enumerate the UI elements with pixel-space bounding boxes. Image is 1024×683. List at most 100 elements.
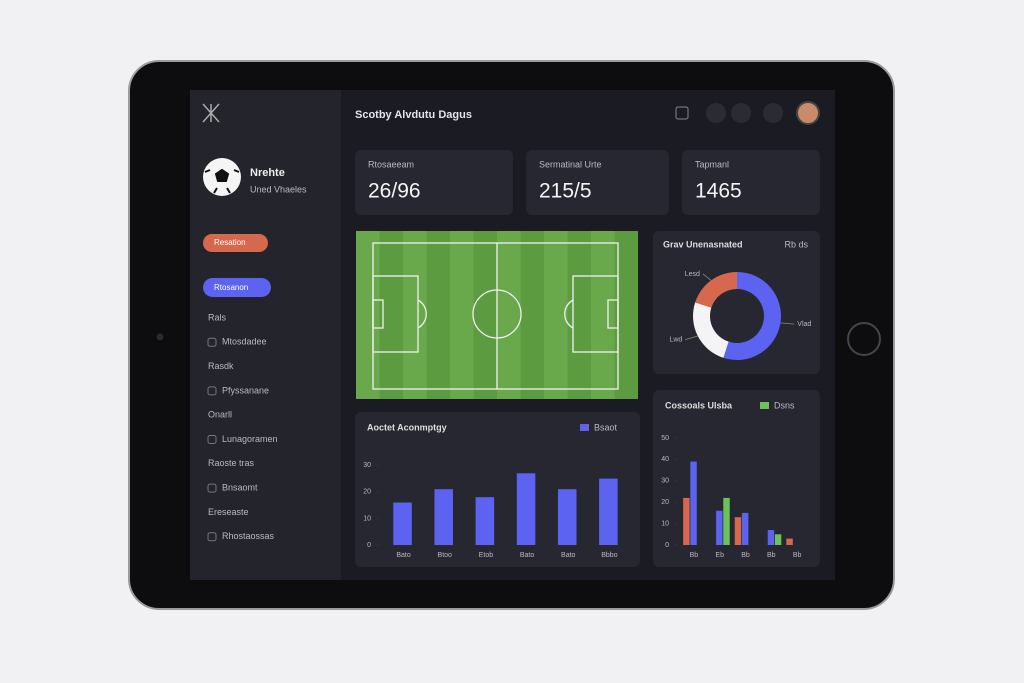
x-tick-label: Bb — [767, 552, 776, 559]
menu-icon — [207, 435, 217, 444]
camera — [156, 333, 164, 341]
y-tick-label: 30 — [363, 462, 371, 469]
x-tick-label: Etob — [479, 552, 494, 559]
menu-icon — [207, 483, 217, 493]
icon-button[interactable] — [706, 103, 726, 123]
stat-card — [355, 150, 513, 215]
icon-button[interactable] — [675, 106, 689, 120]
stat-value: 26/96 — [368, 180, 421, 203]
legend-label: Bsaot — [594, 422, 618, 432]
chart-title: Grav Unenasnated — [663, 239, 743, 249]
stripe — [544, 231, 568, 399]
y-tick-label: 20 — [363, 489, 371, 496]
donut-label: Lesd — [685, 271, 700, 278]
x-tick-label: Eb — [715, 552, 724, 559]
y-tick-label: 50 — [661, 435, 669, 442]
button[interactable] — [203, 234, 268, 252]
menu-item[interactable]: Rasdk — [208, 361, 234, 371]
menu-item[interactable]: Raoste tras — [208, 458, 255, 468]
y-tick-label: 40 — [661, 456, 669, 463]
bar — [683, 497, 690, 545]
team-name: Nrehte — [250, 167, 285, 179]
bar — [434, 489, 453, 545]
icon-button[interactable] — [763, 103, 783, 123]
button-label[interactable]: Rtosanon — [214, 283, 248, 292]
x-tick-label: Btoo — [438, 552, 453, 559]
y-tick-label: 30 — [661, 478, 669, 485]
donut-label: Lwd — [669, 336, 682, 343]
donut-segment — [693, 302, 729, 358]
menu-item[interactable]: Lunagoramen — [222, 434, 278, 444]
menu-icon — [207, 386, 217, 396]
stat-label: Sermatinal Urte — [539, 159, 602, 169]
icon-button[interactable] — [731, 103, 751, 123]
chart-subtitle: Rb ds — [784, 239, 808, 249]
leader-line — [685, 335, 698, 340]
y-tick-label: 0 — [665, 542, 669, 549]
bar — [690, 461, 697, 545]
stat-label: Tapmanl — [695, 159, 729, 169]
stripe — [403, 231, 427, 399]
stat-card — [526, 150, 669, 215]
bar — [767, 530, 775, 545]
chart-title: Cossoals Ulsba — [665, 400, 733, 410]
team-sub: Uned Vhaeles — [250, 184, 307, 194]
bar — [716, 510, 723, 545]
y-tick-label: 0 — [367, 542, 371, 549]
bar — [557, 489, 577, 545]
x-tick-label: Bb — [793, 552, 802, 559]
stat-value: 215/5 — [539, 180, 592, 203]
bar — [475, 497, 495, 545]
button-label[interactable]: Resation — [214, 238, 246, 247]
legend-swatch — [760, 402, 769, 409]
stat-card — [682, 150, 820, 215]
y-tick-label: 10 — [363, 515, 371, 522]
bar — [393, 502, 412, 545]
stripe — [356, 231, 380, 399]
bar — [774, 534, 782, 545]
ball-pattern — [204, 168, 240, 194]
menu-item[interactable]: Mtosdadee — [222, 337, 267, 347]
menu-item[interactable]: Rals — [208, 312, 227, 322]
bar — [786, 538, 793, 545]
leader-line — [780, 322, 795, 325]
donut-segment — [695, 272, 737, 308]
donut-label: Vlad — [797, 321, 811, 328]
pitch-lines — [372, 242, 619, 390]
bar — [734, 517, 742, 545]
menu-item[interactable]: Onarll — [208, 410, 232, 420]
stat-value: 1465 — [695, 180, 742, 203]
avatar[interactable] — [796, 101, 820, 125]
x-tick-label: Bb — [690, 552, 699, 559]
donut-segment — [723, 272, 781, 360]
chart-title: Aoctet Aconmptgy — [367, 422, 447, 432]
stripe — [497, 231, 521, 399]
menu-item[interactable]: Pfyssanane — [222, 385, 269, 395]
legend-label: Dsns — [774, 400, 795, 410]
home-button[interactable] — [847, 322, 881, 356]
page-title: Scotby Alvdutu Dagus — [355, 109, 472, 121]
button[interactable] — [203, 278, 271, 297]
x-tick-label: Bbbo — [601, 552, 617, 559]
menu-item[interactable]: Ereseaste — [208, 507, 249, 517]
bar — [599, 478, 618, 545]
menu-icon — [207, 337, 217, 347]
menu-item[interactable]: Bnsaomt — [222, 482, 258, 492]
leader-line — [702, 273, 712, 281]
x-tick-label: Bato — [396, 552, 411, 559]
logo — [202, 103, 220, 123]
bar — [741, 512, 749, 545]
y-tick-label: 20 — [661, 499, 669, 506]
menu-item[interactable]: Rhostaossas — [222, 531, 275, 541]
y-tick-label: 10 — [661, 520, 669, 527]
bar — [723, 497, 730, 545]
x-tick-label: Bato — [520, 552, 535, 559]
menu-icon — [207, 532, 217, 542]
x-tick-label: Bb — [741, 552, 750, 559]
stripe — [591, 231, 615, 399]
bar — [516, 473, 536, 545]
legend-swatch — [580, 424, 589, 431]
x-tick-label: Bato — [561, 552, 576, 559]
